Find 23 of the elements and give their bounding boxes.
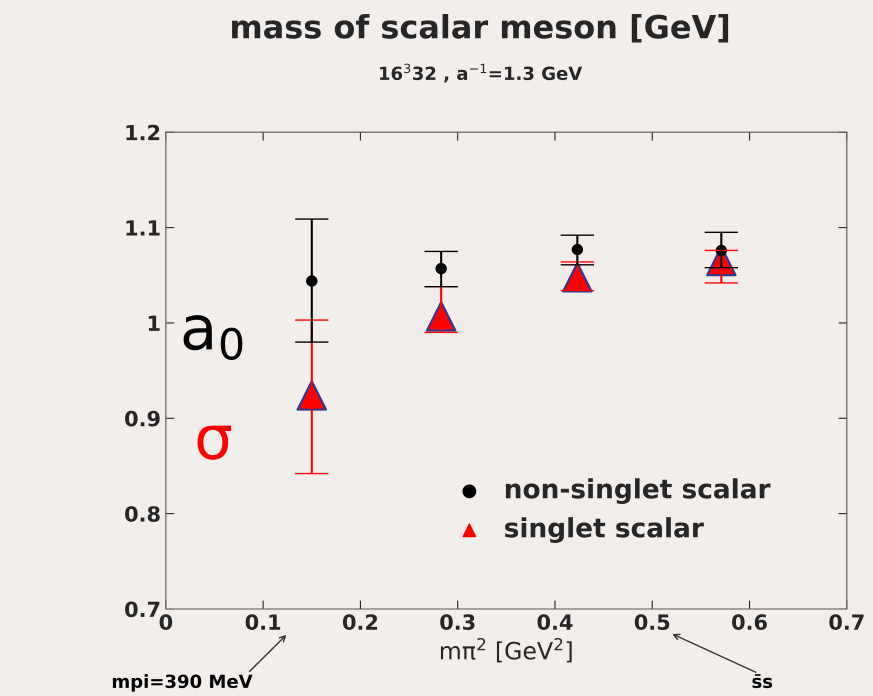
y-tick-label: 0.8	[125, 506, 160, 522]
y-tick-label: 1.2	[126, 124, 160, 140]
y-tick-label: 0.9	[125, 410, 160, 427]
x-tick-label: 0.7	[829, 614, 864, 630]
x-tick-label: 0	[160, 614, 172, 630]
x-tick-label: 0.2	[342, 614, 378, 630]
annotation: a$_{0}$	[184, 315, 242, 360]
x-tick-label: 0.4	[538, 614, 572, 630]
x-tick-label: 0.3	[440, 614, 474, 630]
chart-title: mass of scalar meson [GeV]	[232, 14, 728, 42]
text: s̄s	[752, 674, 772, 688]
y-tick-label: 0.7	[125, 601, 160, 618]
y-tick-label: 1	[148, 316, 160, 331]
x-tick-label: 0.6	[732, 614, 767, 630]
x-axis-title: mπ$^{2}$ [GeV$^{2}$]	[440, 638, 572, 662]
chart-subtitle: 16$^{3}$32 , a$^{−1}$=1.3 GeV	[380, 64, 582, 82]
text: mpi=390 MeV	[112, 674, 253, 692]
annotation: σ	[198, 426, 232, 460]
x-tick-label: 0.1	[246, 614, 280, 630]
legend-label: singlet scalar	[505, 517, 704, 543]
y-tick-label: 1.1	[126, 220, 160, 236]
legend-label: non-singlet scalar	[506, 478, 770, 504]
x-tick-label: 0.5	[634, 614, 670, 630]
